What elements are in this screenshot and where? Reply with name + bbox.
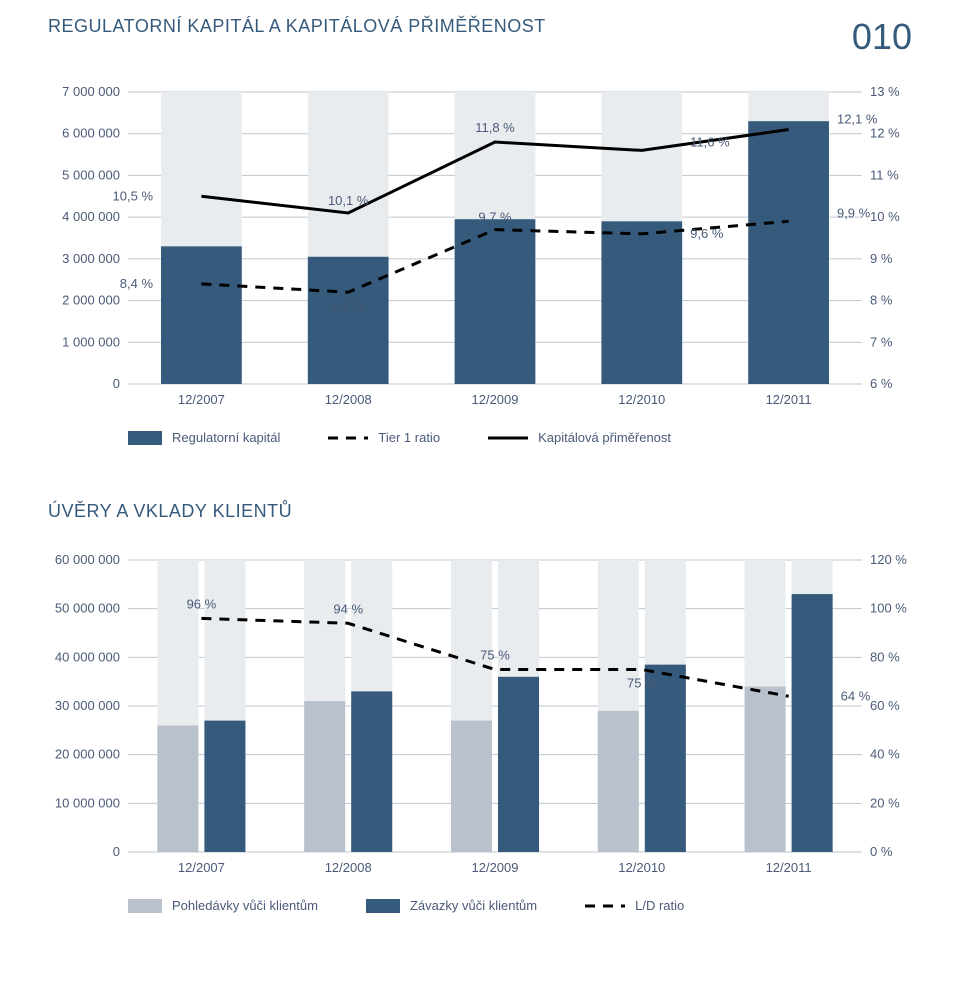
section-title-loans-deposits: ÚVĚRY A VKLADY KLIENTŮ xyxy=(48,501,912,522)
legend-solid: Kapitálová přiměřenost xyxy=(488,430,671,445)
svg-text:60 %: 60 % xyxy=(870,698,900,713)
legend-label: Tier 1 ratio xyxy=(378,430,440,445)
svg-text:60 000 000: 60 000 000 xyxy=(55,552,120,567)
svg-text:11,8 %: 11,8 % xyxy=(475,120,515,135)
svg-text:12/2007: 12/2007 xyxy=(178,392,225,407)
svg-text:80 %: 80 % xyxy=(870,649,900,664)
svg-text:120 %: 120 % xyxy=(870,552,907,567)
svg-text:94 %: 94 % xyxy=(333,601,363,616)
svg-text:11 %: 11 % xyxy=(870,167,899,182)
svg-text:12/2008: 12/2008 xyxy=(325,392,372,407)
svg-text:75 %: 75 % xyxy=(480,648,510,663)
svg-text:11,6 %: 11,6 % xyxy=(690,134,730,149)
svg-text:8,4 %: 8,4 % xyxy=(120,276,154,291)
svg-text:10 %: 10 % xyxy=(870,209,900,224)
svg-text:12/2010: 12/2010 xyxy=(618,860,665,875)
svg-text:5 000 000: 5 000 000 xyxy=(62,167,120,182)
svg-text:8 %: 8 % xyxy=(870,293,893,308)
svg-text:9 %: 9 % xyxy=(870,251,893,266)
chart1-legend: Regulatorní kapitál Tier 1 ratio Kapitál… xyxy=(128,430,912,445)
svg-text:10,1 %: 10,1 % xyxy=(328,193,369,208)
legend-label: Kapitálová přiměřenost xyxy=(538,430,671,445)
legend-bar: Regulatorní kapitál xyxy=(128,430,280,445)
svg-text:3 000 000: 3 000 000 xyxy=(62,251,120,266)
svg-text:40 %: 40 % xyxy=(870,747,900,762)
chart2-legend: Pohledávky vůči klientům Závazky vůči kl… xyxy=(128,898,912,913)
svg-text:6 000 000: 6 000 000 xyxy=(62,126,120,141)
svg-text:12/2011: 12/2011 xyxy=(766,392,812,407)
svg-text:9,9 %: 9,9 % xyxy=(837,205,871,220)
svg-text:0 %: 0 % xyxy=(870,844,893,859)
svg-text:7 %: 7 % xyxy=(870,334,893,349)
svg-text:30 000 000: 30 000 000 xyxy=(55,698,120,713)
svg-text:10 000 000: 10 000 000 xyxy=(55,795,120,810)
svg-text:12/2011: 12/2011 xyxy=(766,860,812,875)
svg-text:13 %: 13 % xyxy=(870,84,900,99)
loans-deposits-chart: 0 10 000 000 20 000 000 30 000 000 40 000 00… xyxy=(48,550,912,880)
svg-text:12/2009: 12/2009 xyxy=(472,392,519,407)
svg-text:9,7 %: 9,7 % xyxy=(478,210,512,225)
svg-text:96 %: 96 % xyxy=(187,596,217,611)
svg-text:20 %: 20 % xyxy=(870,795,900,810)
svg-text:12,1 %: 12,1 % xyxy=(837,112,878,127)
svg-text:100 %: 100 % xyxy=(870,601,907,616)
svg-text:50 000 000: 50 000 000 xyxy=(55,601,120,616)
svg-text:0: 0 xyxy=(113,844,120,859)
svg-text:12/2010: 12/2010 xyxy=(618,392,665,407)
svg-text:12/2009: 12/2009 xyxy=(472,860,519,875)
svg-text:4 000 000: 4 000 000 xyxy=(62,209,120,224)
svg-text:6 %: 6 % xyxy=(870,376,893,391)
svg-text:7 000 000: 7 000 000 xyxy=(62,84,120,99)
legend-dashed: Tier 1 ratio xyxy=(328,430,440,445)
svg-text:10,5 %: 10,5 % xyxy=(113,188,154,203)
capital-adequacy-chart: 0 1 000 000 2 000 000 3 000 000 4 000 000 5 0… xyxy=(48,82,912,412)
legend-bar-a: Pohledávky vůči klientům xyxy=(128,898,318,913)
svg-text:75 %: 75 % xyxy=(627,676,657,691)
svg-text:0: 0 xyxy=(113,376,120,391)
page-title: REGULATORNÍ KAPITÁL A KAPITÁLOVÁ PŘIMĚŘE… xyxy=(48,16,546,37)
svg-text:12/2008: 12/2008 xyxy=(325,860,372,875)
legend-bar-b: Závazky vůči klientům xyxy=(366,898,537,913)
svg-text:12/2007: 12/2007 xyxy=(178,860,225,875)
legend-label: L/D ratio xyxy=(635,898,684,913)
svg-text:9,6 %: 9,6 % xyxy=(690,226,724,241)
svg-text:20 000 000: 20 000 000 xyxy=(55,747,120,762)
page-number: 010 xyxy=(852,16,912,58)
svg-text:2 000 000: 2 000 000 xyxy=(62,293,120,308)
legend-label: Závazky vůči klientům xyxy=(410,898,537,913)
legend-line: L/D ratio xyxy=(585,898,684,913)
legend-label: Pohledávky vůči klientům xyxy=(172,898,318,913)
svg-text:40 000 000: 40 000 000 xyxy=(55,649,120,664)
svg-text:8,2 %: 8,2 % xyxy=(332,298,366,313)
svg-text:64 %: 64 % xyxy=(841,688,871,703)
legend-label: Regulatorní kapitál xyxy=(172,430,280,445)
svg-text:1 000 000: 1 000 000 xyxy=(62,334,120,349)
svg-text:12 %: 12 % xyxy=(870,126,900,141)
